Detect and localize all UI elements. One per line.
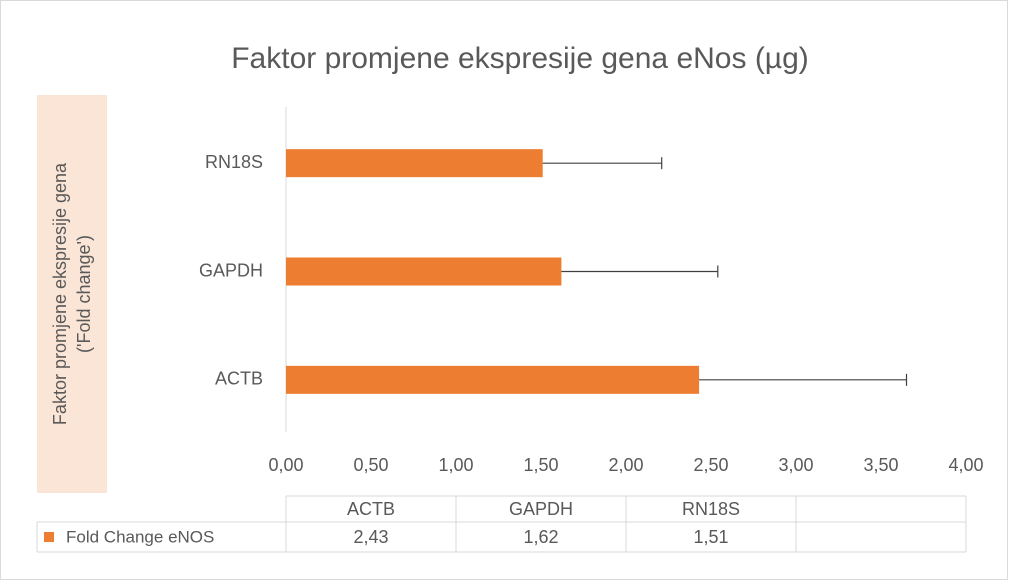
y-tick-label: RN18S <box>205 152 263 172</box>
x-tick-label: 3,00 <box>778 455 813 475</box>
bar <box>286 149 543 178</box>
x-tick-label: 2,00 <box>608 455 643 475</box>
chart-title: Faktor promjene ekspresije gena eNos (µg… <box>231 42 809 75</box>
bar <box>286 257 562 286</box>
y-tick-label: GAPDH <box>199 260 263 280</box>
y-axis-title-box <box>37 95 107 493</box>
x-tick-label: 1,00 <box>438 455 473 475</box>
y-axis-title: ('Fold change') <box>74 235 94 353</box>
y-tick-label: ACTB <box>215 369 263 389</box>
x-tick-label: 4,00 <box>948 455 983 475</box>
x-tick-label: 3,50 <box>863 455 898 475</box>
table-value: 1,51 <box>693 527 728 547</box>
table-value: 2,43 <box>353 527 388 547</box>
x-tick-label: 0,50 <box>353 455 388 475</box>
table-header: RN18S <box>682 499 740 519</box>
table-header: ACTB <box>347 499 395 519</box>
x-tick-label: 1,50 <box>523 455 558 475</box>
x-tick-label: 2,50 <box>693 455 728 475</box>
table-header: GAPDH <box>509 499 573 519</box>
table-value: 1,62 <box>523 527 558 547</box>
legend-label: Fold Change eNOS <box>66 527 214 546</box>
y-axis-title: Faktor promjene ekspresije gena <box>50 162 70 425</box>
x-tick-label: 0,00 <box>268 455 303 475</box>
bar <box>286 365 700 394</box>
data-table-grid <box>36 495 967 553</box>
legend-swatch <box>44 532 54 542</box>
